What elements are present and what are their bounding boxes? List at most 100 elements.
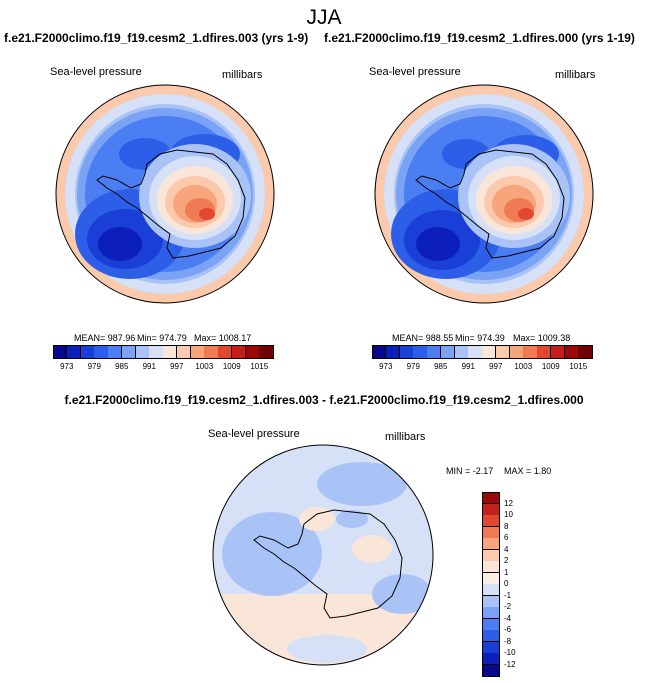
panel-3-colorbar-ticks: 12 10 8 6 4 2 1 0 -1 -2 -4 -6 -8 -10 -12 bbox=[504, 492, 534, 676]
panel-2-colorbar-tick-label: 973 bbox=[379, 362, 393, 371]
panel-3-colorbar-swatch bbox=[482, 630, 500, 642]
panel-3-units-label: millibars bbox=[385, 431, 426, 443]
panel-3-min-label: MIN = -2.17 bbox=[446, 466, 494, 476]
panel-3-colorbar-tick-label: -4 bbox=[504, 613, 512, 623]
panel-3-colorbar-tick-label: 6 bbox=[504, 533, 509, 542]
panel-2-colorbar-swatch bbox=[509, 345, 524, 359]
panel-1-colorbar-swatch bbox=[231, 345, 246, 359]
panel-3-variable-label: Sea-level pressure bbox=[208, 428, 300, 440]
panel-1-colorbar-swatch bbox=[204, 345, 219, 359]
panel-3-colorbar bbox=[482, 492, 500, 677]
panel-1-colorbar-swatch bbox=[218, 345, 233, 359]
panel-2-colorbar-swatch bbox=[372, 345, 387, 359]
panel-3-colorbar-tick-label: 4 bbox=[504, 544, 509, 554]
panel-1-mean-label: MEAN= 987.96 bbox=[74, 333, 136, 343]
panel-1-colorbar-tick-label: 1009 bbox=[222, 362, 241, 371]
panel-2-colorbar-swatch bbox=[413, 345, 428, 359]
panel-2-variable-label: Sea-level pressure bbox=[369, 66, 461, 78]
panel-3-colorbar-swatch bbox=[482, 572, 500, 585]
panel-3-colorbar-tick-label: 10 bbox=[504, 510, 513, 519]
panel-1-title: f.e21.F2000climo.f19_f19.cesm2_1.dfires.… bbox=[4, 31, 309, 45]
panel-2-mean-label: MEAN= 988.55 bbox=[392, 333, 454, 343]
panel-2-colorbar-swatch bbox=[454, 345, 469, 359]
panel-1-colorbar-swatch bbox=[66, 345, 81, 359]
panel-2-colorbar bbox=[372, 345, 593, 359]
panel-1-colorbar-swatch bbox=[80, 345, 95, 359]
panel-2-colorbar-ticks: 973 979 985 991 997 1003 1009 1015 bbox=[372, 362, 592, 372]
panel-3-colorbar-swatch bbox=[482, 503, 500, 516]
panel-3-colorbar-tick-label: 0 bbox=[504, 579, 509, 588]
panel-1-colorbar-swatch bbox=[53, 345, 68, 359]
panel-2-colorbar-swatch bbox=[468, 345, 483, 359]
panel-3-colorbar-swatch bbox=[482, 584, 500, 596]
panel-2-colorbar-swatch bbox=[550, 345, 565, 359]
panel-1-colorbar-swatch bbox=[245, 345, 260, 359]
panel-1-variable-label: Sea-level pressure bbox=[50, 66, 142, 78]
panel-2-colorbar-tick-label: 1009 bbox=[541, 362, 560, 371]
panel-2-colorbar-swatch bbox=[385, 345, 400, 359]
panel-1-colorbar-tick-label: 1003 bbox=[195, 362, 214, 371]
panel-1-colorbar-tick-label: 973 bbox=[60, 362, 74, 371]
panel-3-colorbar-swatch bbox=[482, 538, 500, 550]
panel-1-colorbar-swatch bbox=[135, 345, 150, 359]
panel-1-colorbar bbox=[53, 345, 274, 359]
panel-1-colorbar-swatch bbox=[121, 345, 136, 359]
panel-3-colorbar-swatch bbox=[482, 653, 500, 665]
panel-2-colorbar-swatch bbox=[537, 345, 552, 359]
panel-2-colorbar-swatch bbox=[495, 345, 510, 359]
panel-3-colorbar-swatch bbox=[482, 526, 500, 539]
panel-2-map bbox=[374, 84, 594, 304]
panel-2-colorbar-swatch bbox=[440, 345, 455, 359]
panel-3-colorbar-swatch bbox=[482, 641, 500, 654]
panel-1-max-label: Max= 1008.17 bbox=[194, 333, 252, 343]
panel-2-colorbar-swatch bbox=[578, 345, 593, 359]
panel-1-colorbar-tick-label: 1015 bbox=[250, 362, 269, 371]
panel-3-colorbar-tick-label: 12 bbox=[504, 498, 513, 508]
panel-1-colorbar-tick-label: 985 bbox=[115, 362, 129, 371]
panel-2-units-label: millibars bbox=[555, 69, 596, 81]
panel-2-colorbar-tick-label: 979 bbox=[406, 362, 420, 371]
page-title: JJA bbox=[306, 6, 342, 29]
panel-1-units-label: millibars bbox=[222, 69, 263, 81]
panel-2-colorbar-swatch bbox=[427, 345, 442, 359]
panel-3-colorbar-swatch bbox=[482, 515, 500, 527]
panel-2-colorbar-swatch bbox=[564, 345, 579, 359]
panel-1-colorbar-swatch bbox=[163, 345, 178, 359]
panel-3-colorbar-tick-label: 1 bbox=[504, 567, 509, 577]
panel-2-colorbar-swatch bbox=[482, 345, 497, 359]
panel-3-colorbar-tick-label: -2 bbox=[504, 602, 512, 611]
panel-1-colorbar-swatch bbox=[149, 345, 164, 359]
panel-2-title: f.e21.F2000climo.f19_f19.cesm2_1.dfires.… bbox=[324, 31, 635, 45]
panel-3-colorbar-swatch bbox=[482, 561, 500, 573]
difference-title: f.e21.F2000climo.f19_f19.cesm2_1.dfires.… bbox=[64, 393, 584, 407]
panel-3-map bbox=[212, 444, 434, 666]
panel-3-colorbar-tick-label: -1 bbox=[504, 590, 512, 600]
panel-3-colorbar-tick-label: -6 bbox=[504, 625, 512, 634]
panel-2-colorbar-tick-label: 985 bbox=[434, 362, 448, 371]
panel-2-colorbar-tick-label: 1015 bbox=[569, 362, 588, 371]
panel-1-colorbar-ticks: 973 979 985 991 997 1003 1009 1015 bbox=[53, 362, 273, 372]
panel-2-colorbar-tick-label: 991 bbox=[461, 362, 475, 371]
panel-1-colorbar-tick-label: 979 bbox=[87, 362, 101, 371]
panel-3-colorbar-tick-label: 8 bbox=[504, 521, 509, 531]
panel-2-colorbar-swatch bbox=[523, 345, 538, 359]
panel-3-colorbar-tick-label: -8 bbox=[504, 636, 512, 646]
panel-3-colorbar-tick-label: -12 bbox=[504, 659, 516, 669]
panel-1-colorbar-swatch bbox=[259, 345, 274, 359]
panel-1-colorbar-tick-label: 997 bbox=[170, 362, 184, 371]
panel-1-colorbar-swatch bbox=[94, 345, 109, 359]
panel-2-min-label: Min= 974.39 bbox=[455, 333, 505, 343]
panel-3-colorbar-swatch bbox=[482, 607, 500, 619]
panel-2-colorbar-swatch bbox=[399, 345, 414, 359]
panel-1-colorbar-tick-label: 991 bbox=[142, 362, 156, 371]
panel-1-colorbar-swatch bbox=[176, 345, 191, 359]
panel-1-map bbox=[55, 84, 275, 304]
panel-2-colorbar-tick-label: 997 bbox=[489, 362, 503, 371]
panel-3-colorbar-swatch bbox=[482, 618, 500, 631]
panel-1-colorbar-swatch bbox=[190, 345, 205, 359]
panel-3-colorbar-swatch bbox=[482, 549, 500, 562]
panel-3-colorbar-swatch bbox=[482, 492, 500, 504]
panel-3-colorbar-swatch bbox=[482, 595, 500, 608]
panel-2-max-label: Max= 1009.38 bbox=[513, 333, 571, 343]
panel-2-colorbar-tick-label: 1003 bbox=[514, 362, 533, 371]
